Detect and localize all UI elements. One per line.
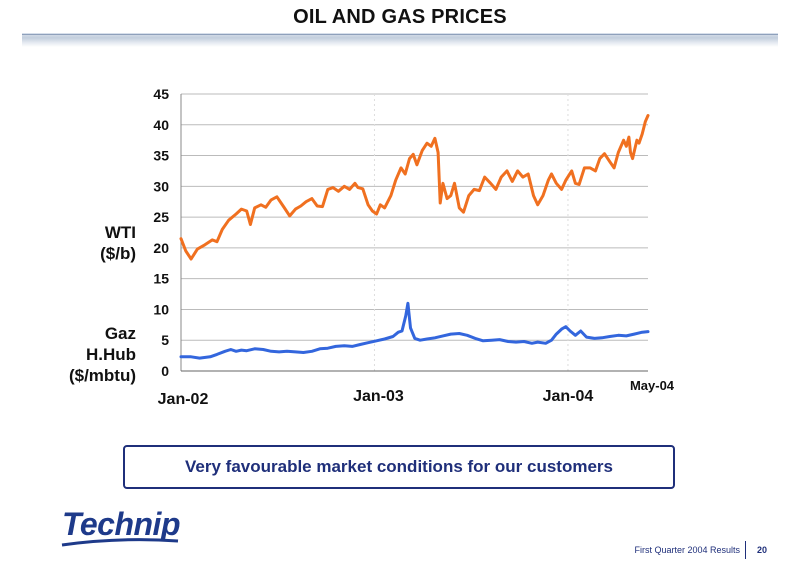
callout-box: Very favourable market conditions for ou… xyxy=(123,445,675,489)
footer-text: First Quarter 2004 Results xyxy=(634,545,740,555)
series-lines xyxy=(179,114,650,360)
x-tick-label: Jan-02 xyxy=(158,391,209,408)
gas-axis-label: Gaz H.Hub ($/mbtu) xyxy=(40,323,136,386)
y-tick-label: 20 xyxy=(153,240,169,256)
gas-label-line2: H.Hub xyxy=(85,345,136,364)
y-tick-label: 30 xyxy=(153,178,169,194)
x-tick-labels: Jan-02 Jan-03 Jan-04 May-04 xyxy=(158,378,675,408)
slide-title: OIL AND GAS PRICES xyxy=(293,6,507,28)
y-tick-labels: 0 5 10 15 20 25 30 35 40 45 xyxy=(153,86,169,379)
y-tick-label: 40 xyxy=(153,117,169,133)
y-tick-label: 15 xyxy=(153,271,169,287)
y-tick-label: 45 xyxy=(153,86,169,102)
x-tick-label: Jan-04 xyxy=(543,388,594,405)
wti-label-line2: ($/b) xyxy=(100,244,136,263)
technip-logo: Technip xyxy=(62,506,180,542)
y-tick-label: 10 xyxy=(153,301,169,317)
wti-series-line xyxy=(179,114,650,261)
title-rule xyxy=(22,34,778,35)
y-tick-label: 35 xyxy=(153,148,169,164)
axes xyxy=(180,94,648,372)
x-tick-label: Jan-03 xyxy=(353,388,404,405)
wti-axis-label: WTI ($/b) xyxy=(60,222,136,264)
footer-separator xyxy=(745,541,746,559)
logo-swoosh xyxy=(61,538,179,547)
gas-label-line3: ($/mbtu) xyxy=(68,366,136,385)
gas-series-line xyxy=(179,301,650,360)
page-number: 20 xyxy=(756,545,767,555)
title-band xyxy=(22,33,778,47)
wti-label-line1: WTI xyxy=(104,223,136,242)
y-tick-label: 0 xyxy=(161,363,169,379)
y-tick-label: 5 xyxy=(161,332,169,348)
gas-label-line1: Gaz xyxy=(104,324,136,343)
x-tick-label: May-04 xyxy=(630,378,675,393)
grid-lines xyxy=(181,93,648,371)
price-chart: 0 5 10 15 20 25 30 35 40 45 Jan-02 Jan-03 Jan-04 May… xyxy=(153,86,675,408)
y-tick-label: 25 xyxy=(153,209,169,225)
